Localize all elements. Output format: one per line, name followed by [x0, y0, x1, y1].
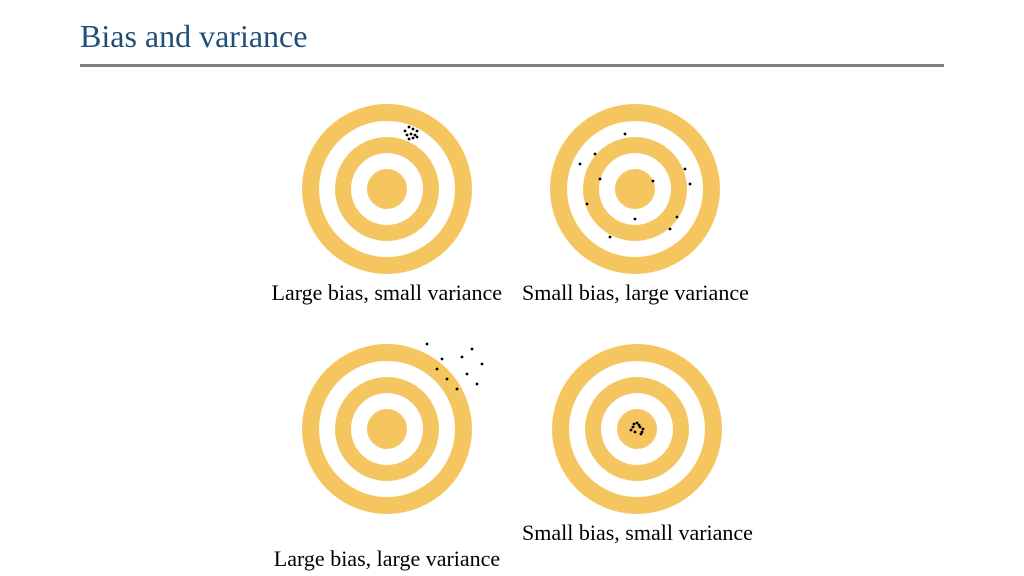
- title-rule: [80, 64, 944, 67]
- target-svg-lb-sv: [298, 100, 476, 278]
- target-svg-sb-lv: [546, 100, 724, 278]
- target-sb-sv: Small bias, small variance: [522, 340, 753, 554]
- caption-sb-sv: Small bias, small variance: [522, 520, 753, 546]
- page-title: Bias and variance: [80, 18, 307, 55]
- target-lb-lv: Large bias, large variance: [272, 314, 502, 576]
- target-svg-sb-sv: [548, 340, 726, 518]
- caption-sb-lv: Small bias, large variance: [522, 280, 749, 306]
- caption-lb-lv: Large bias, large variance: [274, 546, 500, 572]
- targets-grid: Large bias, small variance Small bias, l…: [0, 100, 1024, 576]
- target-sb-lv: Small bias, large variance: [522, 100, 749, 314]
- caption-lb-sv: Large bias, small variance: [272, 280, 503, 306]
- target-lb-sv: Large bias, small variance: [272, 100, 503, 314]
- target-svg-lb-lv: [272, 314, 502, 544]
